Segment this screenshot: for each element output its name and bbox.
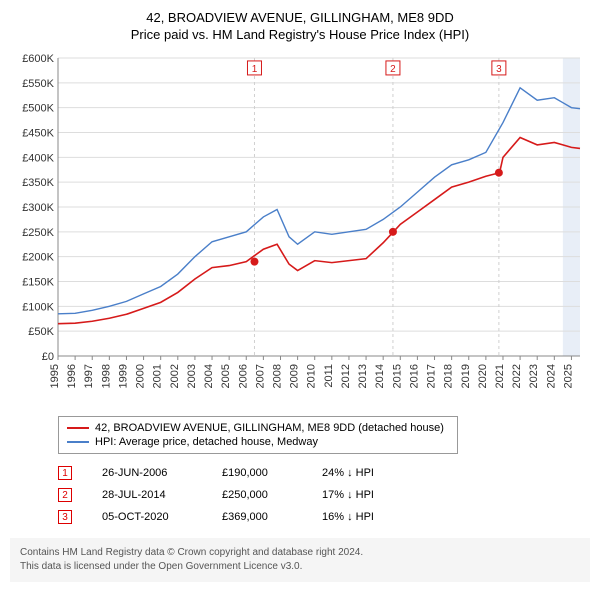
svg-text:£100K: £100K: [22, 301, 54, 313]
legend-label: 42, BROADVIEW AVENUE, GILLINGHAM, ME8 9D…: [95, 422, 444, 434]
page-subtitle: Price paid vs. HM Land Registry's House …: [10, 27, 590, 42]
svg-text:2023: 2023: [528, 364, 540, 388]
svg-text:2017: 2017: [426, 364, 438, 388]
svg-text:2009: 2009: [289, 364, 301, 388]
svg-text:£250K: £250K: [22, 227, 54, 239]
sale-price: £190,000: [222, 467, 292, 479]
table-row: 2 28-JUL-2014 £250,000 17% ↓ HPI: [58, 484, 590, 506]
sale-hpi-diff: 24% ↓ HPI: [322, 467, 432, 479]
sale-price: £250,000: [222, 489, 292, 501]
svg-text:2019: 2019: [460, 364, 472, 388]
svg-text:2013: 2013: [357, 364, 369, 388]
sales-table: 1 26-JUN-2006 £190,000 24% ↓ HPI 2 28-JUL-201…: [58, 462, 590, 528]
svg-text:£50K: £50K: [28, 326, 54, 338]
svg-text:2012: 2012: [340, 364, 352, 388]
svg-text:£350K: £350K: [22, 177, 54, 189]
svg-text:2006: 2006: [237, 364, 249, 388]
svg-text:3: 3: [496, 64, 502, 75]
svg-text:£500K: £500K: [22, 103, 54, 115]
svg-text:2011: 2011: [323, 364, 335, 388]
svg-text:2007: 2007: [254, 364, 266, 388]
svg-text:1999: 1999: [117, 364, 129, 388]
sale-date: 26-JUN-2006: [102, 467, 192, 479]
svg-text:£450K: £450K: [22, 128, 54, 140]
legend-item: 42, BROADVIEW AVENUE, GILLINGHAM, ME8 9D…: [67, 421, 449, 435]
svg-text:2014: 2014: [374, 364, 386, 388]
svg-text:2025: 2025: [562, 364, 574, 388]
svg-text:2022: 2022: [511, 364, 523, 388]
svg-text:2021: 2021: [494, 364, 506, 388]
table-row: 3 05-OCT-2020 £369,000 16% ↓ HPI: [58, 506, 590, 528]
table-row: 1 26-JUN-2006 £190,000 24% ↓ HPI: [58, 462, 590, 484]
svg-text:£0: £0: [42, 351, 54, 363]
svg-text:1998: 1998: [100, 364, 112, 388]
svg-text:£550K: £550K: [22, 78, 54, 90]
legend-label: HPI: Average price, detached house, Medw…: [95, 436, 318, 448]
svg-text:2000: 2000: [135, 364, 147, 388]
svg-text:£200K: £200K: [22, 252, 54, 264]
svg-text:1995: 1995: [49, 364, 61, 388]
svg-text:1996: 1996: [66, 364, 78, 388]
footer-line: This data is licensed under the Open Gov…: [20, 560, 580, 574]
sale-marker: 3: [58, 510, 72, 524]
sale-date: 05-OCT-2020: [102, 511, 192, 523]
legend-swatch: [67, 441, 89, 443]
sale-marker: 2: [58, 488, 72, 502]
svg-text:2002: 2002: [169, 364, 181, 388]
price-chart: £0 £50K £100K £150K £200K £250K £300K £350K £400…: [10, 48, 590, 408]
svg-text:2024: 2024: [545, 364, 557, 388]
attribution-footer: Contains HM Land Registry data © Crown c…: [10, 538, 590, 582]
sale-marker: 1: [58, 466, 72, 480]
svg-text:2: 2: [390, 64, 396, 75]
svg-text:2010: 2010: [306, 364, 318, 388]
svg-text:£150K: £150K: [22, 277, 54, 289]
sale-hpi-diff: 16% ↓ HPI: [322, 511, 432, 523]
svg-text:2001: 2001: [152, 364, 164, 388]
svg-text:£300K: £300K: [22, 202, 54, 214]
svg-text:2004: 2004: [203, 364, 215, 388]
svg-text:2008: 2008: [271, 364, 283, 388]
svg-text:1: 1: [252, 64, 258, 75]
sale-date: 28-JUL-2014: [102, 489, 192, 501]
svg-text:£400K: £400K: [22, 152, 54, 164]
legend-swatch: [67, 427, 89, 429]
legend: 42, BROADVIEW AVENUE, GILLINGHAM, ME8 9D…: [58, 416, 458, 454]
footer-line: Contains HM Land Registry data © Crown c…: [20, 546, 580, 560]
page-title: 42, BROADVIEW AVENUE, GILLINGHAM, ME8 9D…: [10, 10, 590, 25]
svg-text:2018: 2018: [443, 364, 455, 388]
svg-text:2015: 2015: [391, 364, 403, 388]
sale-price: £369,000: [222, 511, 292, 523]
svg-text:1997: 1997: [83, 364, 95, 388]
svg-text:2005: 2005: [220, 364, 232, 388]
svg-text:2016: 2016: [408, 364, 420, 388]
sale-hpi-diff: 17% ↓ HPI: [322, 489, 432, 501]
svg-text:2003: 2003: [186, 364, 198, 388]
legend-item: HPI: Average price, detached house, Medw…: [67, 435, 449, 449]
svg-text:2020: 2020: [477, 364, 489, 388]
svg-text:£600K: £600K: [22, 53, 54, 65]
